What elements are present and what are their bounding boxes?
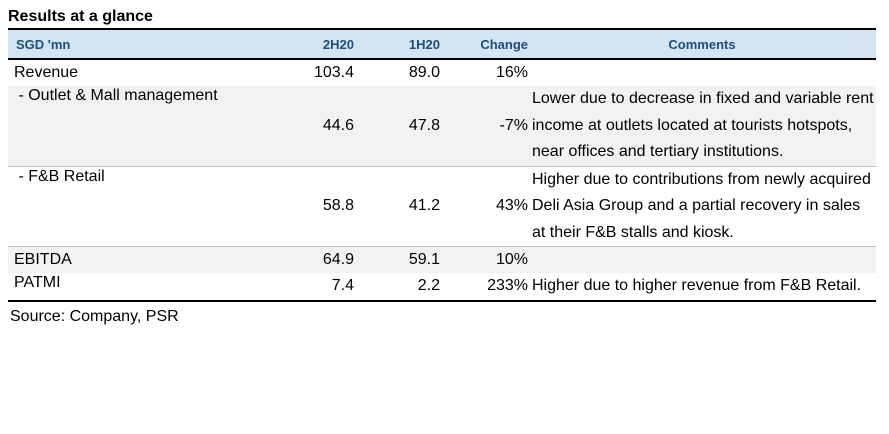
row-comment: Lower due to decrease in fixed and varia… xyxy=(528,86,876,167)
row-1h20: 41.2 xyxy=(354,166,440,247)
row-label: EBITDA xyxy=(8,246,274,273)
row-label: - F&B Retail xyxy=(8,166,274,247)
header-label: SGD 'mn xyxy=(8,28,274,60)
row-2h20: 7.4 xyxy=(274,273,354,302)
header-1h20: 1H20 xyxy=(354,28,440,60)
row-1h20: 47.8 xyxy=(354,86,440,167)
row-change: 43% xyxy=(440,166,528,247)
table-row-fb-retail: - F&B Retail 58.8 41.2 43% Higher due to… xyxy=(8,166,876,247)
table-row-revenue: Revenue 103.4 89.0 16% xyxy=(8,59,876,86)
row-1h20: 2.2 xyxy=(354,273,440,302)
row-2h20: 58.8 xyxy=(274,166,354,247)
row-comment: Higher due to higher revenue from F&B Re… xyxy=(528,273,876,302)
header-2h20: 2H20 xyxy=(274,28,354,60)
row-comment: Higher due to contributions from newly a… xyxy=(528,166,876,247)
row-label: Revenue xyxy=(14,64,79,81)
row-change: 16% xyxy=(495,64,528,81)
table-header-row: SGD 'mn 2H20 1H20 Change Comments xyxy=(8,28,876,60)
source-note: Source: Company, PSR xyxy=(10,307,179,325)
row-1h20: 59.1 xyxy=(354,246,440,273)
row-comment xyxy=(528,59,876,86)
table-row-patmi: PATMI 7.4 2.2 233% Higher due to higher … xyxy=(8,273,876,302)
header-comments: Comments xyxy=(528,28,876,60)
row-change: -7% xyxy=(440,86,528,167)
row-2h20: 64.9 xyxy=(274,246,354,273)
row-label: PATMI xyxy=(8,273,274,302)
table-row-outlet-mall: - Outlet & Mall management 44.6 47.8 -7%… xyxy=(8,86,876,167)
row-2h20: 44.6 xyxy=(274,86,354,167)
results-panel: Results at a glance SGD 'mn 2H20 1H20 Ch… xyxy=(8,6,878,326)
row-change: 10% xyxy=(440,246,528,273)
row-1h20: 89.0 xyxy=(408,64,440,81)
table-title: Results at a glance xyxy=(8,8,153,25)
row-2h20: 103.4 xyxy=(313,64,354,81)
row-comment xyxy=(528,246,876,273)
results-table: SGD 'mn 2H20 1H20 Change Comments Revenu… xyxy=(8,28,876,302)
row-change: 233% xyxy=(440,273,528,302)
table-row-ebitda: EBITDA 64.9 59.1 10% xyxy=(8,246,876,273)
row-label: - Outlet & Mall management xyxy=(8,86,274,167)
header-change: Change xyxy=(440,28,528,60)
